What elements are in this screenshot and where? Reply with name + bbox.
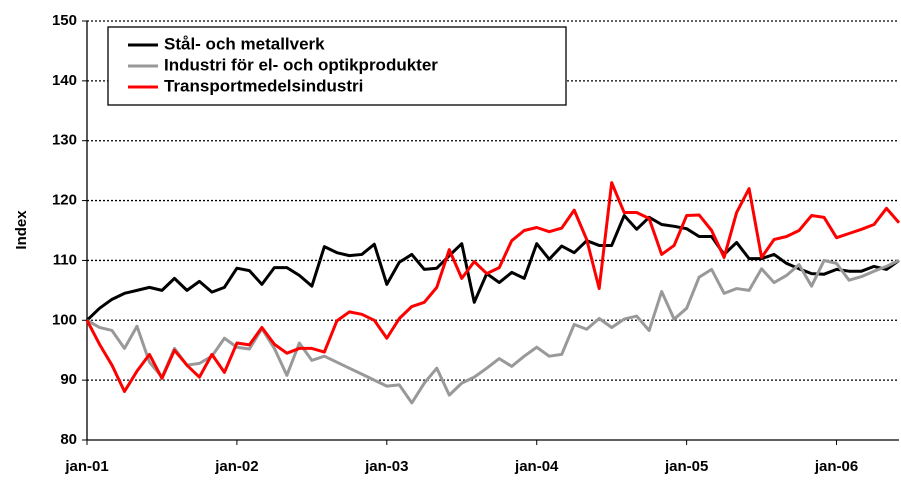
y-tick-label: 110 (53, 251, 77, 268)
y-tick-label: 130 (52, 132, 77, 149)
x-tick-label: jan-04 (514, 458, 559, 475)
y-tick-label: 140 (52, 72, 77, 89)
legend-box (107, 26, 567, 106)
y-tick-label: 120 (52, 192, 77, 209)
legend-label: Stål- och metallverk (164, 34, 325, 53)
y-axis-label: Index (13, 210, 30, 250)
x-tick-label: jan-02 (214, 458, 258, 475)
series-line (85, 214, 900, 322)
x-tick-label: jan-05 (664, 458, 708, 475)
y-tick-label: 90 (60, 371, 77, 388)
x-tick-label: jan-06 (814, 458, 858, 475)
series-line (85, 181, 901, 394)
y-tick-label: 150 (52, 12, 77, 29)
x-tick-label: jan-01 (64, 458, 108, 475)
legend-label: Industri för el- och optikprodukter (164, 55, 438, 74)
x-tick-label: jan-03 (364, 458, 408, 475)
series-line (86, 258, 900, 405)
y-tick-label: 100 (52, 311, 77, 328)
y-tick-label: 80 (60, 431, 77, 448)
legend-label: Transportmedelsindustri (164, 76, 363, 95)
